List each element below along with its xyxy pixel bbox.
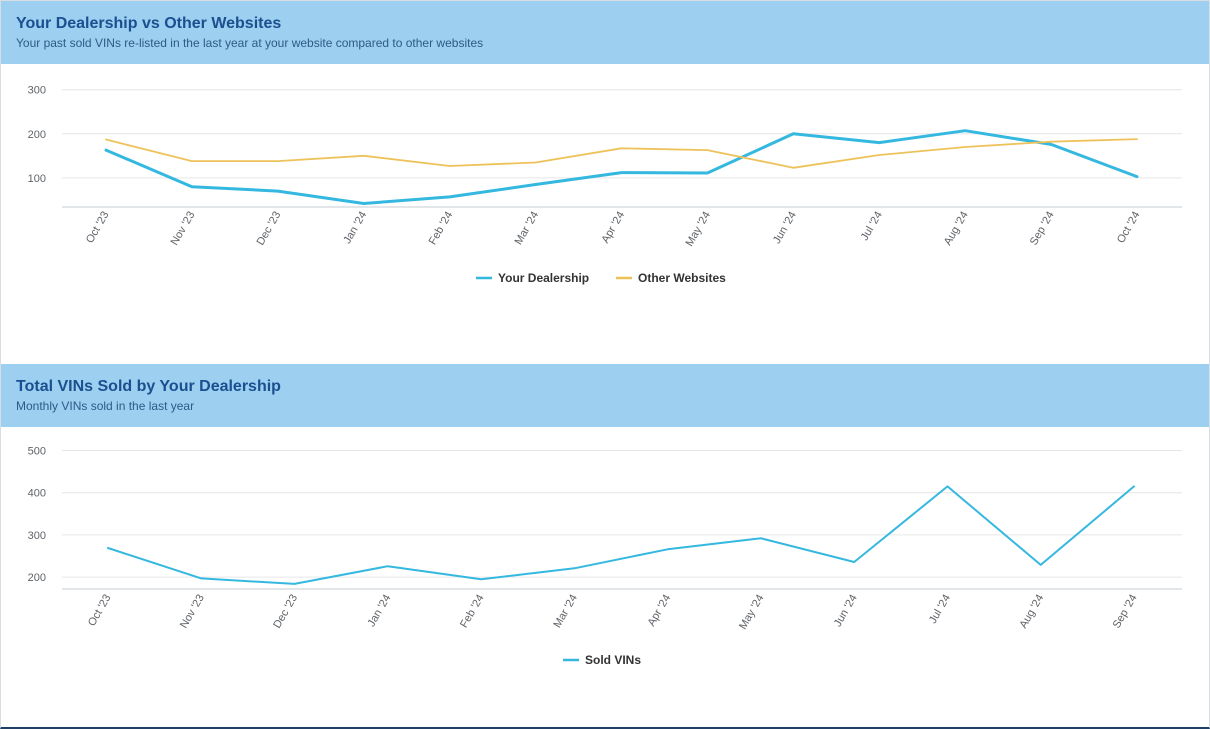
x-tick-label: Oct '23 [84,210,112,246]
comparison-panel-header: Your Dealership vs Other Websites Your p… [1,1,1209,64]
x-tick-label: Dec '23 [271,593,300,631]
x-tick-label: May '24 [684,210,713,249]
sold-vins-chart-subtitle: Monthly VINs sold in the last year [16,399,1209,414]
y-tick-label: 400 [28,488,46,500]
y-tick-label: 300 [28,530,46,542]
x-tick-label: May '24 [737,593,766,632]
comparison-chart-title: Your Dealership vs Other Websites [16,14,1209,34]
y-tick-label: 200 [28,129,46,141]
x-tick-label: Feb '24 [458,593,487,630]
comparison-panel: Your Dealership vs Other Websites Your p… [1,1,1209,64]
y-tick-label: 300 [28,85,46,97]
x-tick-label: Nov '23 [178,593,207,631]
x-tick-label: Oct '23 [86,593,114,629]
legend-label: Sold VINs [585,653,641,667]
y-tick-label: 100 [28,173,46,185]
x-tick-label: Jul '24 [859,210,885,243]
comparison-line-chart: 100 200 300 Oct '23 Nov '23 Dec '23 Jan '24 Feb… [0,64,1210,362]
x-tick-label: Apr '24 [646,593,674,629]
series-line-your-dealership [106,131,1137,204]
x-tick-label: Dec '23 [255,210,284,248]
x-tick-label: Jul '24 [927,593,953,626]
x-tick-label: Aug '24 [1017,593,1046,631]
sold-vins-chart-title: Total VINs Sold by Your Dealership [16,377,1209,397]
sold-vins-panel-header: Total VINs Sold by Your Dealership Month… [1,364,1209,427]
x-tick-label: Aug '24 [942,210,971,248]
y-tick-label: 200 [28,572,46,584]
sold-vins-panel: Total VINs Sold by Your Dealership Month… [1,364,1209,427]
x-tick-label: Mar '24 [513,210,542,247]
legend-label: Your Dealership [498,271,589,285]
y-tick-label: 500 [28,445,46,457]
x-tick-label: Sep '24 [1111,593,1140,631]
x-tick-label: Jan '24 [365,593,393,629]
x-tick-label: Mar '24 [551,593,580,630]
comparison-chart-subtitle: Your past sold VINs re-listed in the las… [16,36,1209,51]
series-line-other-websites [106,139,1137,168]
x-tick-label: Apr '24 [599,210,627,246]
x-tick-label: Sep '24 [1028,210,1057,248]
x-tick-label: Jan '24 [341,210,369,246]
sold-vins-line-chart: 200 300 400 500 Oct '23 Nov '23 Dec '23 Jan '24… [0,427,1210,725]
x-tick-label: Jun '24 [832,593,860,629]
x-tick-label: Feb '24 [427,210,456,247]
x-tick-label: Nov '23 [169,210,198,248]
x-tick-label: Jun '24 [771,210,799,246]
legend-label: Other Websites [638,271,726,285]
x-tick-label: Oct '24 [1115,210,1143,246]
